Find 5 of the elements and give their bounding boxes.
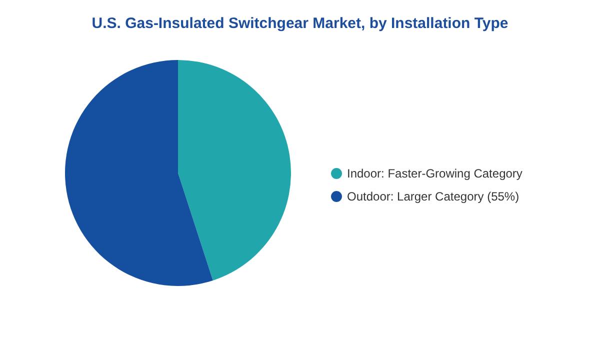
chart-title: U.S. Gas-Insulated Switchgear Market, by Installation Type	[92, 15, 508, 32]
legend-label: Indoor: Faster-Growing Category	[347, 166, 522, 180]
legend-label: Outdoor: Larger Category (55%)	[347, 190, 520, 204]
pie-slice	[178, 60, 291, 280]
pie-slice	[65, 60, 213, 286]
